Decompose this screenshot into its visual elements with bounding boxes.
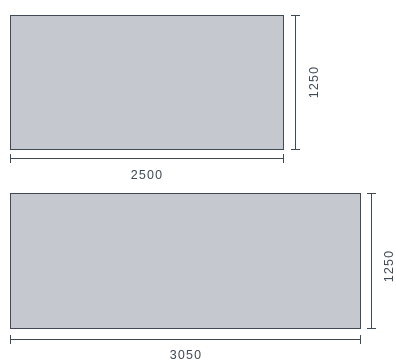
height-label: 1250 (307, 66, 321, 99)
width-label: 2500 (131, 168, 164, 182)
panel-rectangle (10, 15, 284, 150)
width-label: 3050 (170, 348, 203, 362)
panel-rectangle (10, 193, 361, 329)
height-dimension-line (367, 193, 376, 329)
panel-2500x1250: 2500 1250 (10, 15, 321, 182)
height-label: 1250 (382, 250, 396, 283)
height-dimension-line (291, 15, 300, 150)
width-dimension-line (10, 154, 284, 163)
panel-3050x1250: 3050 1250 (10, 193, 396, 362)
width-dimension-line (10, 335, 361, 344)
